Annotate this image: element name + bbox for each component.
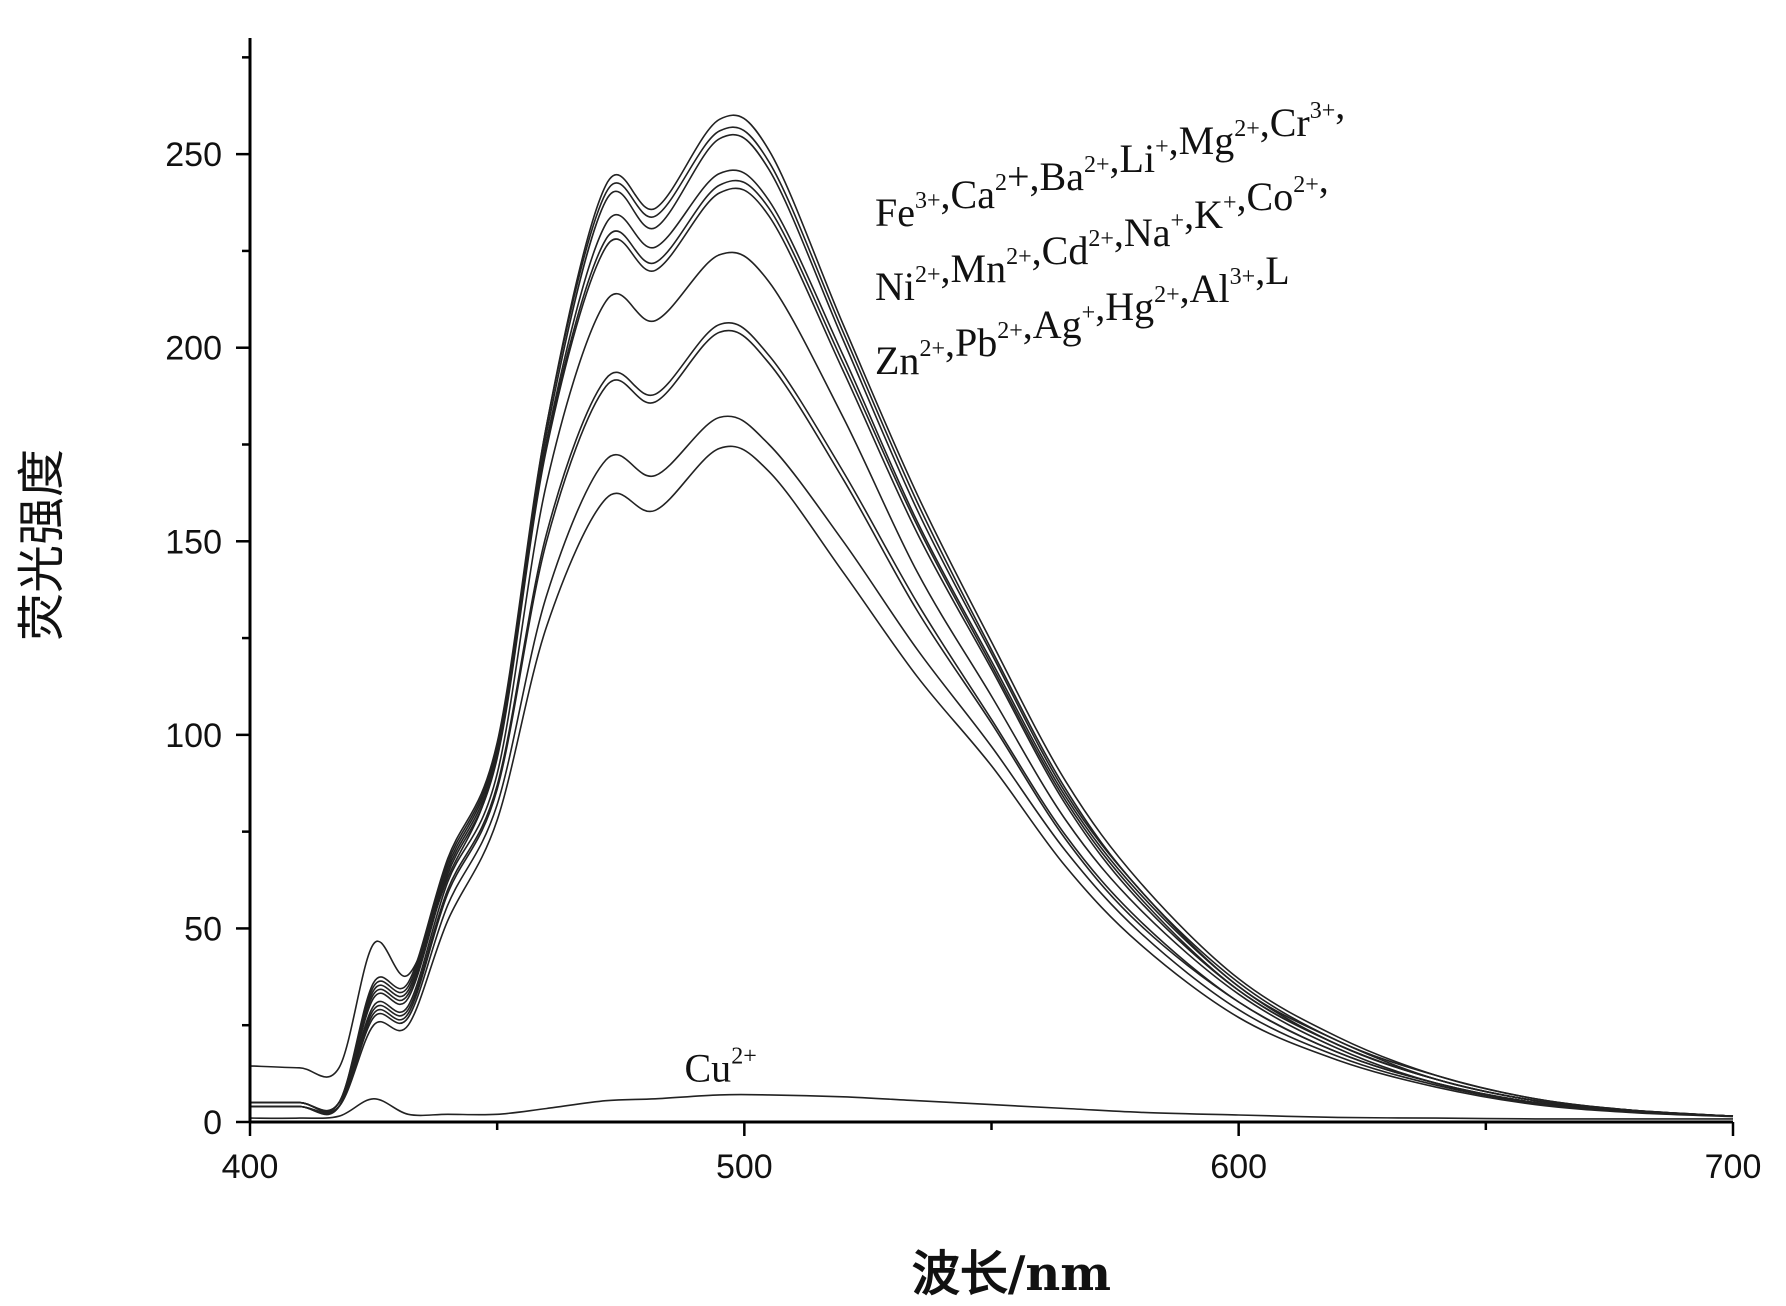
series-line-7	[250, 252, 1733, 1116]
y-tick-label: 150	[165, 523, 222, 561]
legend-ion-charge: 3+	[1310, 98, 1336, 124]
legend-ion-charge: 3+	[1230, 264, 1256, 290]
x-tick-label: 500	[716, 1148, 773, 1186]
legend-ion: ,Cr	[1260, 100, 1310, 145]
y-tick-label: 100	[165, 717, 222, 755]
legend-ion-charge: 2+	[919, 336, 945, 362]
y-tick-label: 250	[165, 136, 222, 174]
y-tick-label: 0	[203, 1104, 222, 1142]
x-tick-label: 700	[1705, 1148, 1762, 1186]
legend-ion: ,Mg	[1169, 118, 1235, 163]
series-line-11	[250, 446, 1733, 1116]
x-tick-label: 600	[1210, 1148, 1267, 1186]
legend-ion: ,Hg	[1095, 284, 1154, 329]
legend-ion-charge: 2+	[997, 318, 1023, 344]
legend-ion-charge: 3+	[915, 188, 941, 214]
legend-ion-charge: +	[1223, 190, 1237, 216]
legend-ion-charge: 2+	[1088, 226, 1114, 252]
legend-ion: +,Ba	[1007, 154, 1084, 199]
legend-ion: ,	[1335, 82, 1345, 127]
legend-ion-charge: 2+	[1234, 116, 1260, 142]
legend-ion-charge: 2+	[1006, 244, 1032, 270]
legend-ion-charge: 2	[995, 170, 1007, 196]
legend-ion: ,	[1319, 156, 1329, 201]
legend-ion-charge: 2+	[1084, 152, 1110, 178]
legend-ion: Fe	[875, 190, 915, 235]
series-line-9	[250, 331, 1733, 1117]
legend-ion-charge: 2+	[1293, 172, 1319, 198]
legend-ion: ,Ca	[941, 172, 996, 217]
legend-ion-charge: 2+	[1154, 282, 1180, 308]
legend-ion-charge: +	[1082, 300, 1096, 326]
y-tick-label: 200	[165, 330, 222, 368]
legend-ion: ,L	[1255, 248, 1289, 293]
x-tick-label: 400	[222, 1148, 279, 1186]
legend-ion: Zn	[875, 338, 919, 383]
legend-ion-charge: +	[1155, 134, 1169, 160]
legend-ion: ,K	[1184, 192, 1223, 237]
cu-annotation: Cu2+	[685, 1044, 757, 1091]
legend-ion: ,Na	[1114, 210, 1171, 255]
y-axis-title: 荧光强度	[14, 449, 70, 641]
axis-labels: 波长/nm 荧光强度	[14, 449, 1111, 1302]
series-line-8	[250, 323, 1733, 1116]
legend-ion: ,Co	[1237, 174, 1294, 219]
legend-ion: ,Ag	[1023, 302, 1082, 347]
legend-ion: ,Cd	[1032, 228, 1089, 273]
legend-ion: ,Al	[1180, 266, 1230, 311]
x-axis-title: 波长/nm	[912, 1246, 1111, 1302]
legend-ion: ,Mn	[941, 246, 1007, 291]
legend-ion: Ni	[875, 264, 915, 309]
legend-ion-charge: +	[1171, 208, 1185, 234]
legend-ion: ,Pb	[945, 320, 997, 365]
legend-ion: ,Li	[1110, 136, 1156, 181]
y-tick-label: 50	[184, 910, 222, 948]
legend-ion-charge: 2+	[915, 262, 941, 288]
